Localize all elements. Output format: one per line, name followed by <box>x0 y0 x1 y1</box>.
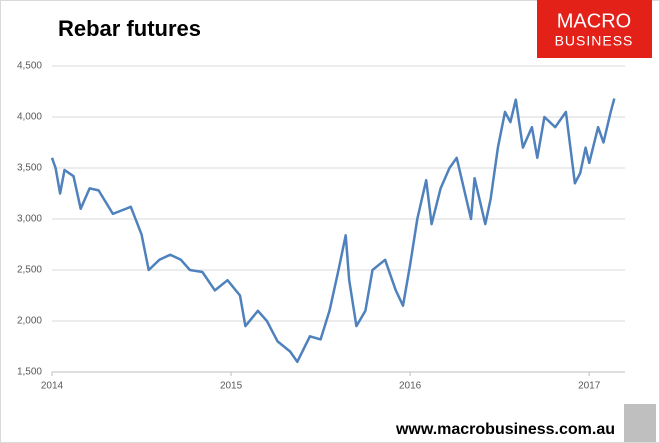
chart-title: Rebar futures <box>58 16 201 41</box>
y-tick-label: 4,500 <box>17 61 42 72</box>
x-tick-label: 2014 <box>41 381 64 392</box>
logo-box <box>537 0 652 58</box>
x-tick-label: 2015 <box>220 381 243 392</box>
y-tick-label: 2,000 <box>17 316 42 327</box>
y-tick-label: 3,500 <box>17 163 42 174</box>
logo-bottom: BUSINESS <box>555 33 634 49</box>
x-tick-label: 2017 <box>578 381 601 392</box>
y-tick-label: 3,000 <box>17 214 42 225</box>
logo-top: MACRO <box>557 10 631 32</box>
y-tick-label: 1,500 <box>17 367 42 378</box>
logo-icon <box>624 404 656 442</box>
footer: www.macrobusiness.com.au <box>395 421 615 438</box>
y-tick-label: 2,500 <box>17 265 42 276</box>
x-tick-label: 2016 <box>399 381 422 392</box>
y-tick-label: 4,000 <box>17 112 42 123</box>
line <box>50 98 616 364</box>
